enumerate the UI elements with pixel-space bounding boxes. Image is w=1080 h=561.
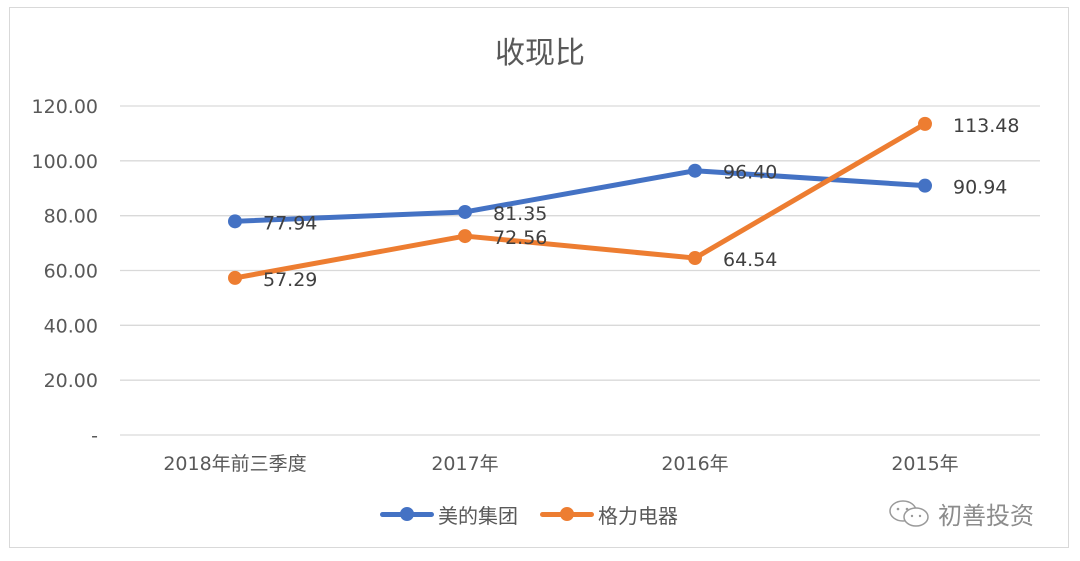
y-tick-label: 100.00 — [32, 151, 98, 173]
series-line — [232, 168, 928, 224]
data-point-marker[interactable] — [458, 204, 472, 219]
chart-legend: 美的集团 格力电器 — [380, 498, 700, 530]
data-label: 64.54 — [723, 249, 777, 271]
watermark: 初善投资 — [888, 496, 1034, 531]
legend-item-midea[interactable]: 美的集团 — [380, 500, 518, 529]
legend-label: 美的集团 — [438, 503, 518, 528]
legend-label: 格力电器 — [598, 503, 678, 528]
data-point-marker[interactable] — [688, 163, 702, 178]
y-tick-label: - — [91, 425, 98, 447]
data-label: 96.40 — [723, 162, 777, 184]
x-tick-label: 2015年 — [891, 453, 958, 475]
data-point-marker[interactable] — [918, 116, 932, 131]
y-tick-label: 60.00 — [44, 261, 98, 283]
data-label: 90.94 — [953, 177, 1007, 199]
y-tick-label: 20.00 — [44, 370, 98, 392]
y-tick-label: 40.00 — [44, 315, 98, 337]
y-tick-label: 120.00 — [32, 96, 98, 118]
x-tick-label: 2017年 — [431, 453, 498, 475]
legend-line-marker-icon — [380, 507, 434, 521]
data-point-marker[interactable] — [228, 270, 242, 285]
data-point-marker[interactable] — [688, 251, 702, 266]
wechat-icon — [889, 499, 929, 527]
data-label: 72.56 — [493, 227, 547, 249]
data-label: 77.94 — [263, 212, 317, 234]
chart-title: 收现比 — [495, 36, 585, 71]
x-tick-label: 2018年前三季度 — [163, 453, 306, 475]
data-label: 81.35 — [493, 203, 547, 225]
data-point-marker[interactable] — [918, 178, 932, 193]
chart-frame — [9, 7, 1069, 548]
data-point-marker[interactable] — [458, 229, 472, 244]
data-point-marker[interactable] — [228, 214, 242, 229]
legend-item-gree[interactable]: 格力电器 — [540, 500, 678, 529]
series-line — [232, 121, 928, 281]
data-label: 57.29 — [263, 269, 317, 291]
legend-line-marker-icon — [540, 507, 594, 521]
y-tick-label: 80.00 — [44, 206, 98, 228]
data-label: 113.48 — [953, 115, 1019, 137]
x-tick-label: 2016年 — [661, 453, 728, 475]
watermark-text: 初善投资 — [938, 502, 1034, 530]
